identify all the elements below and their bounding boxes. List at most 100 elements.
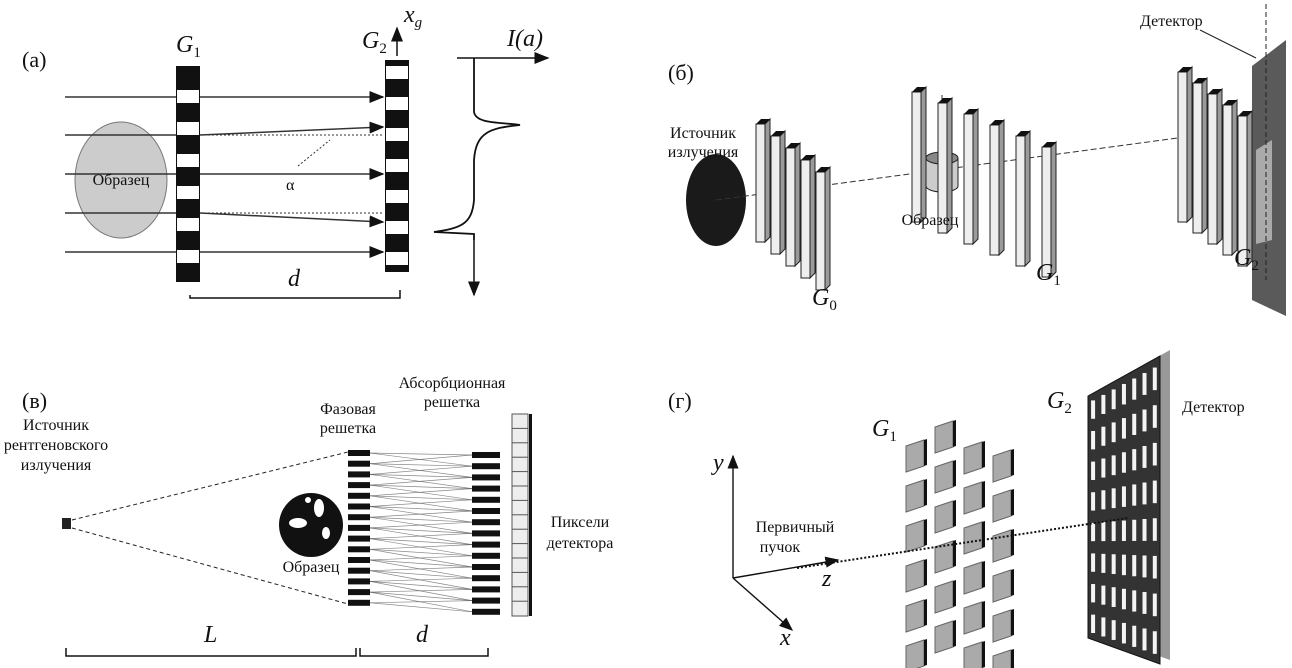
slat-side: [973, 109, 978, 244]
fringe-ray: [370, 603, 472, 612]
g2-opening: [1091, 492, 1095, 510]
g1-edge: [953, 580, 956, 607]
detector-window: [1256, 140, 1272, 244]
absorption-bar: [472, 586, 500, 592]
fringe-ray: [370, 511, 472, 517]
g2-opening: [1153, 443, 1157, 466]
symbol: G: [812, 285, 829, 311]
grating-window: [177, 186, 199, 199]
g1-tile: [906, 560, 924, 592]
g2-opening: [1132, 449, 1136, 470]
g1-edge: [953, 500, 956, 527]
g1-tile: [906, 600, 924, 632]
phase-bar: [348, 461, 370, 467]
panel-label: (г): [668, 388, 692, 413]
g2-opening: [1143, 373, 1147, 395]
slat-front: [1223, 105, 1232, 255]
g1-edge: [924, 559, 927, 586]
absorption-bar: [472, 564, 500, 570]
g1-edge: [924, 639, 927, 666]
g1-edge: [982, 641, 985, 668]
g1-tile: [964, 642, 982, 668]
g1-edge: [924, 519, 927, 546]
g2-opening: [1091, 584, 1095, 602]
phase-bar: [348, 504, 370, 510]
slat-side: [810, 155, 815, 278]
xray-source: [62, 518, 71, 529]
g2-opening: [1143, 555, 1147, 577]
grating-window: [177, 154, 199, 167]
line: пучок: [760, 539, 801, 556]
line: Первичный: [756, 519, 835, 536]
g2-opening: [1112, 389, 1116, 409]
absorption-bar: [472, 519, 500, 525]
panel-b: (б) Детектор Источникизлучения Образец G…: [668, 4, 1286, 316]
g2-opening: [1112, 488, 1116, 508]
fringe-ray: [370, 545, 472, 550]
beam-label: Первичный пучок: [756, 519, 835, 556]
absorption-bar: [472, 553, 500, 559]
fringe-ray: [370, 489, 472, 496]
g2-opening: [1132, 484, 1136, 505]
detector-line: [529, 414, 532, 616]
g2-opening: [1132, 555, 1136, 576]
detector-label: Детектор: [1140, 13, 1203, 30]
g1-edge: [953, 620, 956, 647]
angle-label: α: [286, 177, 295, 194]
slat-front: [771, 136, 780, 254]
g2-opening: [1112, 554, 1116, 574]
absorption-bar: [472, 474, 500, 480]
g2-opening: [1153, 405, 1157, 428]
g1-edge: [924, 479, 927, 506]
phase-grating-label: Фазоваярешетка: [320, 401, 377, 437]
g1-edge: [1011, 449, 1014, 476]
absorption-bar: [472, 575, 500, 581]
slat-side: [1232, 100, 1237, 255]
sample-label: Образец: [283, 559, 340, 576]
slat-front: [801, 160, 810, 278]
angle-pointer: [298, 140, 330, 166]
subscript: 1: [889, 429, 897, 445]
page: (а) G1 G2 xg I(a) Образец α d (б) Детект…: [0, 0, 1292, 668]
g2-opening: [1101, 427, 1105, 446]
inclusion: [305, 497, 311, 503]
absorption-grating-label: Абсорбционнаярешетка: [399, 375, 506, 411]
absorption-bar: [472, 497, 500, 503]
z-label: z: [821, 566, 832, 592]
g1-edge: [982, 441, 985, 468]
symbol: x: [403, 2, 415, 28]
slat-side: [1187, 67, 1192, 222]
fringe-ray: [370, 477, 472, 485]
gratings: [756, 67, 1252, 290]
sample-label: Образец: [93, 172, 150, 189]
slat-front: [1016, 136, 1025, 266]
intensity-curve: [434, 58, 520, 240]
fringe-ray: [370, 500, 472, 507]
g1-tile: [964, 562, 982, 594]
grating-window: [177, 122, 199, 135]
g2-opening: [1101, 586, 1105, 605]
g2-opening: [1101, 554, 1105, 573]
symbol: G: [362, 28, 379, 54]
xg-label: xg: [403, 2, 423, 31]
phase-bar: [348, 482, 370, 488]
g2-opening: [1132, 378, 1136, 399]
symbol: G: [872, 416, 889, 442]
symbol: G: [176, 32, 193, 58]
g1-tile: [935, 581, 953, 613]
panel-label: (в): [22, 388, 47, 413]
d-bracket: [360, 648, 488, 656]
g2-opening: [1112, 422, 1116, 442]
phase-bar: [348, 525, 370, 531]
absorption-bar: [472, 542, 500, 548]
g1-edge: [1011, 609, 1014, 636]
g2-opening: [1091, 400, 1095, 418]
g2-opening: [1153, 556, 1157, 579]
primary-beam: [797, 518, 1128, 568]
y-label: y: [711, 450, 724, 476]
line: рентгеновского: [4, 437, 108, 454]
panel-c: (в) Абсорбционнаярешетка Фазоваярешетка …: [4, 375, 614, 656]
g2-opening: [1101, 522, 1105, 541]
